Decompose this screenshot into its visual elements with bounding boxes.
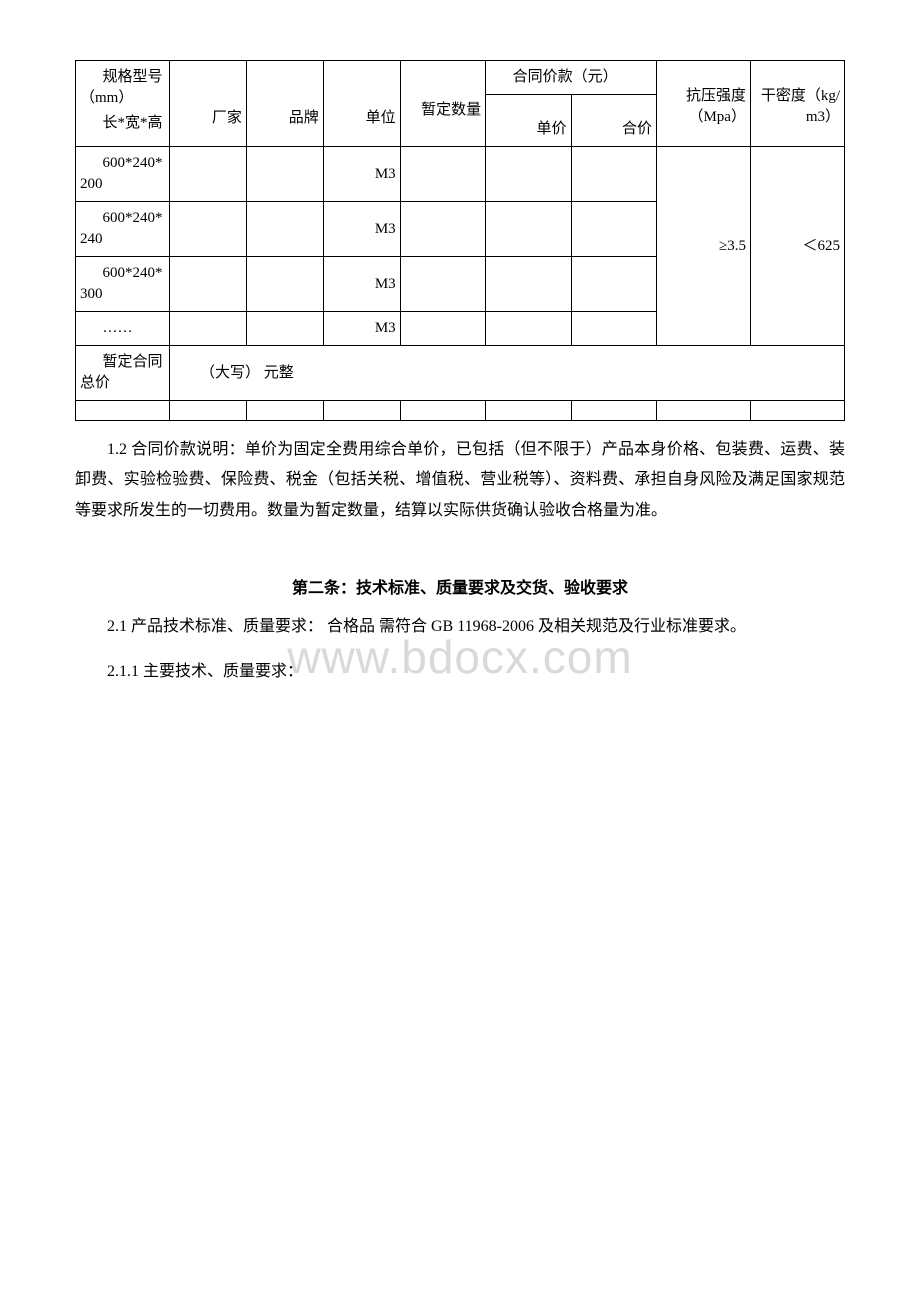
header-strength: 抗压强度（Mpa） <box>656 61 750 147</box>
header-brand: 品牌 <box>246 61 323 147</box>
empty-row <box>76 401 845 421</box>
paragraph-2-1: 2.1 产品技术标准、质量要求： 合格品 需符合 GB 11968-2006 及… <box>75 612 845 642</box>
header-factory: 厂家 <box>169 61 246 147</box>
header-qty: 暂定数量 <box>400 61 485 147</box>
header-unit: 单位 <box>323 61 400 147</box>
total-row: 暂定合同总价 （大写） 元整 <box>76 346 845 401</box>
header-spec: 规格型号（mm） 长*宽*高 <box>76 61 170 147</box>
spec-table: 规格型号（mm） 长*宽*高 厂家 品牌 单位 暂定数量 合同价款（元） 抗压强… <box>75 60 845 421</box>
table-row: 600*240*200 M3 ≥3.5 ＜625 <box>76 147 845 202</box>
paragraph-1-2: 1.2 合同价款说明：单价为固定全费用综合单价，已包括（但不限于）产品本身价格、… <box>75 435 845 526</box>
header-unit-price: 单价 <box>486 95 571 147</box>
header-density: 干密度（kg/m3） <box>750 61 844 147</box>
header-price-group: 合同价款（元） <box>486 61 657 95</box>
header-total-price: 合价 <box>571 95 656 147</box>
paragraph-2-1-1: 2.1.1 主要技术、质量要求： <box>75 657 845 687</box>
section-2-title: 第二条：技术标准、质量要求及交货、验收要求 <box>75 574 845 598</box>
